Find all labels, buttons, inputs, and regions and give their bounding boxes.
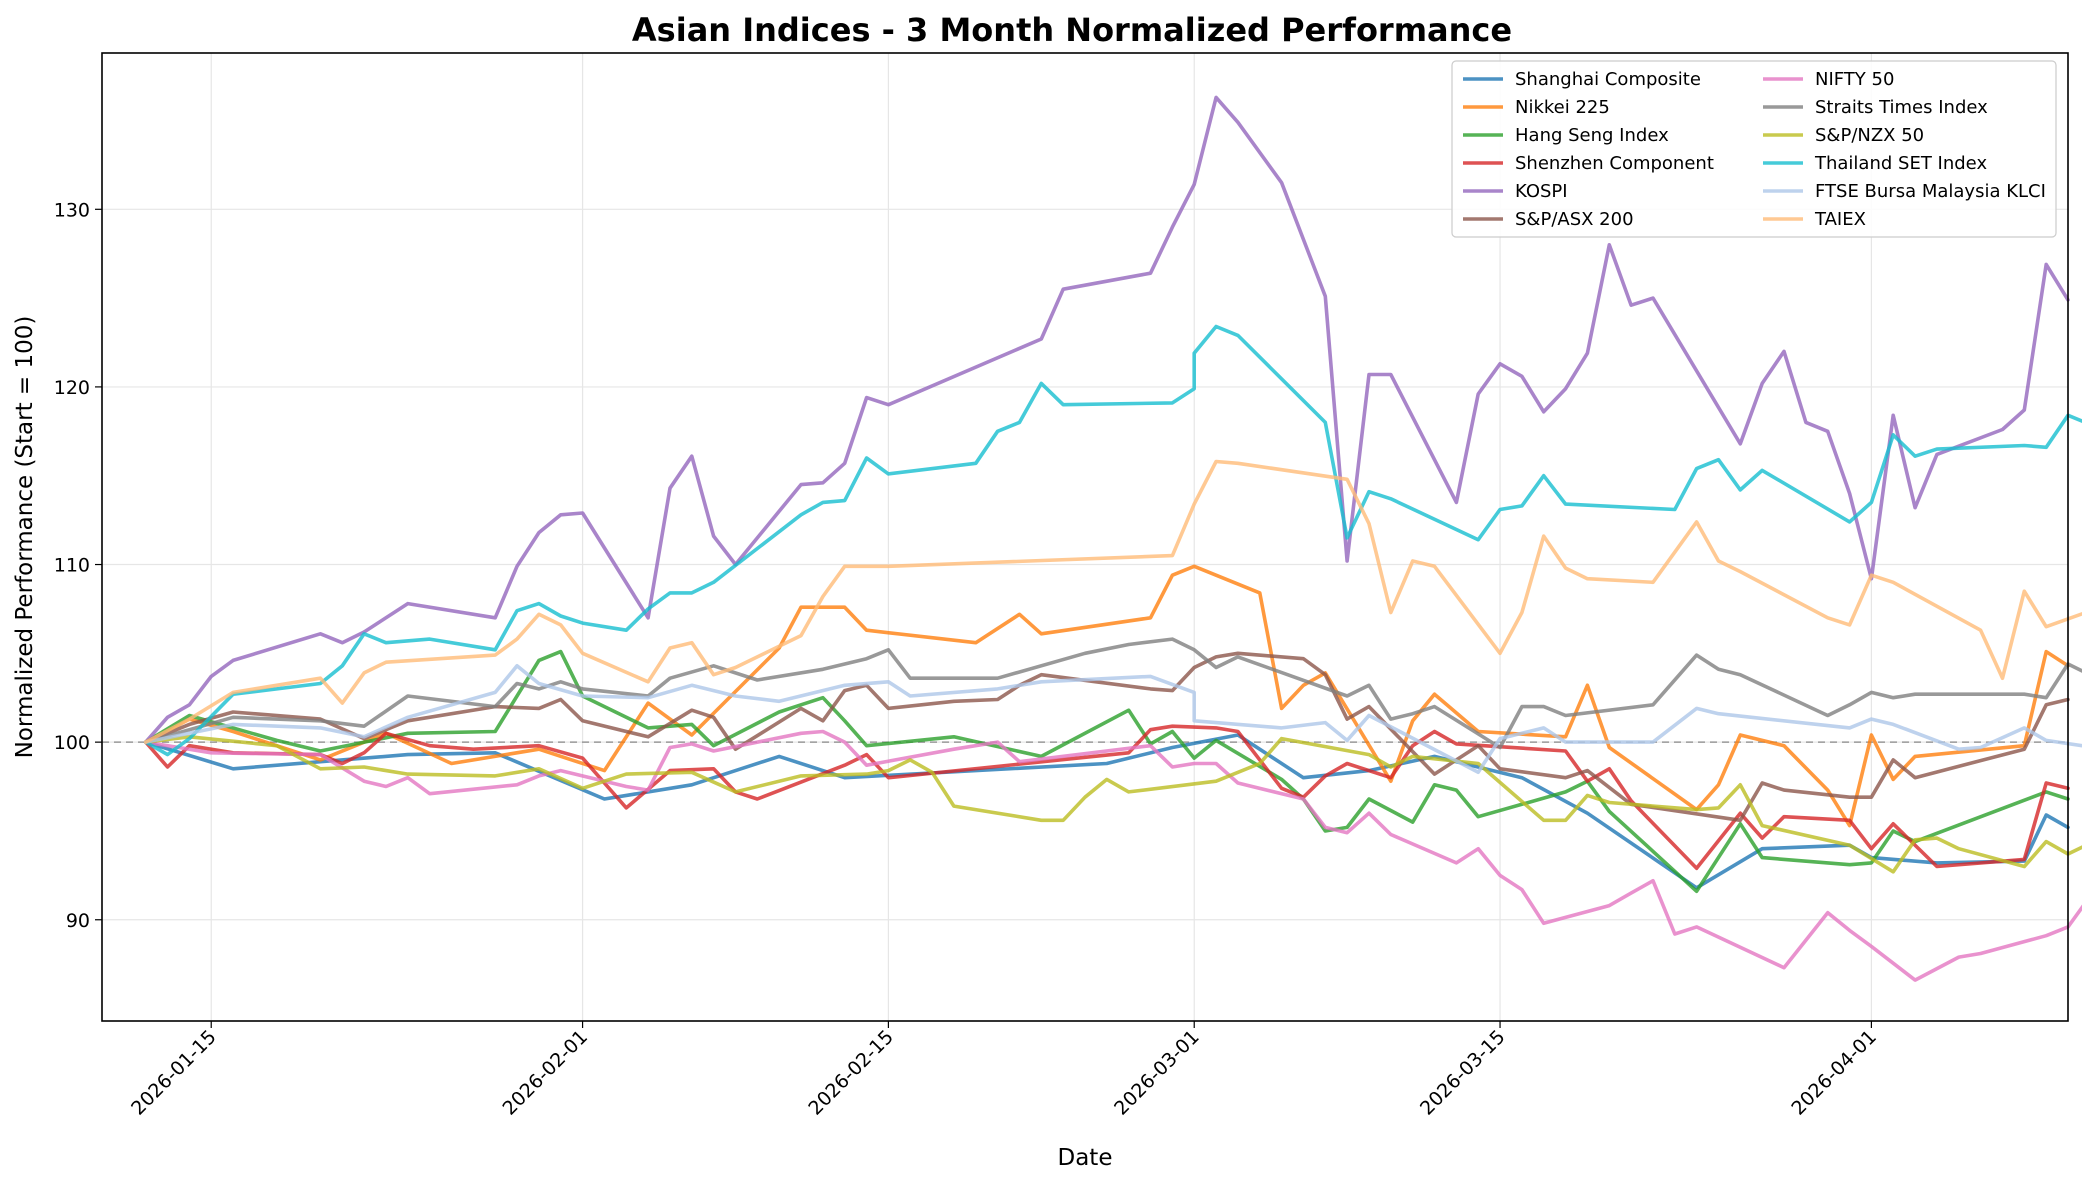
series-line-kospi (143, 95, 2070, 744)
legend-label: Straits Times Index (1815, 97, 1988, 118)
y-tick-label: 130 (54, 199, 90, 221)
series-line-taiex (143, 459, 2082, 744)
plot-frame (101, 52, 2069, 1022)
legend-label: NIFTY 50 (1815, 69, 1894, 90)
legend-label: S&P/NZX 50 (1815, 125, 1924, 146)
y-tick-label: 100 (54, 732, 90, 754)
legend-label: FTSE Bursa Malaysia KLCI (1815, 181, 2046, 202)
legend-label: TAIEX (1814, 209, 1866, 230)
y-tick-label: 110 (54, 555, 90, 577)
legend-label: Shenzhen Component (1515, 153, 1714, 174)
legend-label: Thailand SET Index (1814, 153, 1987, 174)
legend: Shanghai Composite Nikkei 225 Hang Seng In… (1451, 60, 2057, 238)
series-line-shenzhen-component (143, 724, 2070, 871)
legend-label: S&P/ASX 200 (1515, 209, 1634, 230)
series-line-s-p-asx-200 (143, 651, 2070, 823)
x-axis-title: Date (1058, 1145, 1113, 1171)
series-line-straits-times-index (143, 637, 2082, 750)
legend-label: Shanghai Composite (1515, 69, 1701, 90)
legend-label: Hang Seng Index (1515, 125, 1669, 146)
legend-label: Nikkei 225 (1515, 97, 1610, 118)
series-lines (143, 95, 2082, 982)
y-tick-label: 120 (54, 377, 90, 399)
legend-box (1451, 60, 2057, 238)
series-line-hang-seng-index (143, 649, 2070, 894)
y-tick-label: 90 (66, 910, 90, 932)
series-line-nikkei-225 (143, 564, 2070, 828)
series-line-s-p-nzx-50 (143, 734, 2082, 874)
y-axis-title: Normalized Performance (Start = 100) (12, 316, 38, 759)
series-line-nifty-50 (143, 729, 2082, 982)
chart-title: Asian Indices - 3 Month Normalized Perfo… (632, 11, 1512, 49)
series-line-thailand-set-index (143, 324, 2082, 757)
series-line-ftse-bursa-malaysia-klci (143, 663, 2082, 775)
legend-label: KOSPI (1515, 181, 1568, 202)
